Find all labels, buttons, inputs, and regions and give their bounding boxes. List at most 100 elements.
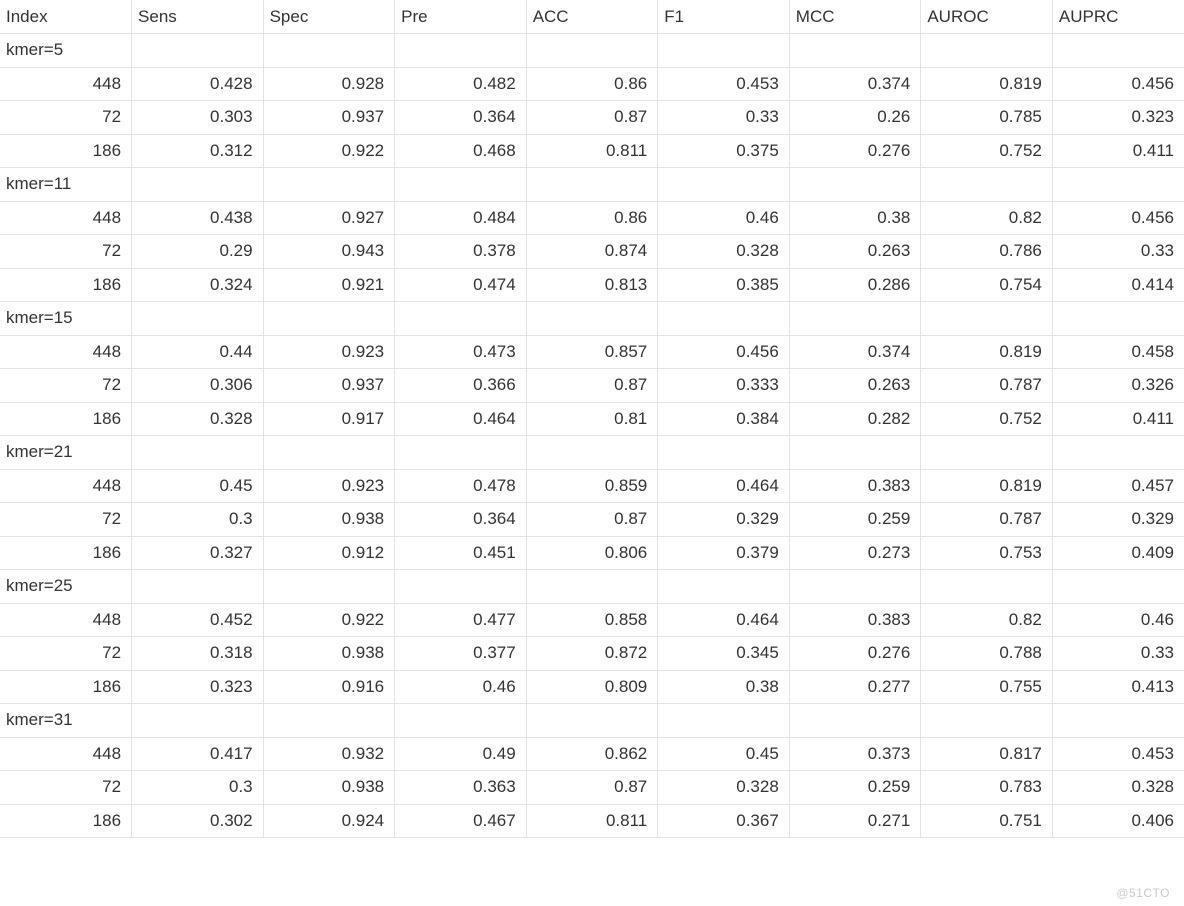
value-cell: 0.482 <box>395 67 527 101</box>
row-index: 448 <box>0 67 132 101</box>
value-cell: 0.862 <box>526 737 658 771</box>
row-index: 186 <box>0 804 132 838</box>
value-cell: 0.755 <box>921 670 1053 704</box>
value-cell: 0.326 <box>1052 369 1184 403</box>
value-cell: 0.364 <box>395 503 527 537</box>
watermark-text: @51CTO <box>1116 886 1170 900</box>
value-cell: 0.452 <box>132 603 264 637</box>
empty-cell <box>132 302 264 336</box>
row-index: 448 <box>0 603 132 637</box>
empty-cell <box>789 34 921 68</box>
value-cell: 0.87 <box>526 101 658 135</box>
value-cell: 0.406 <box>1052 804 1184 838</box>
value-cell: 0.753 <box>921 536 1053 570</box>
value-cell: 0.302 <box>132 804 264 838</box>
value-cell: 0.87 <box>526 503 658 537</box>
table-row: 4480.4380.9270.4840.860.460.380.820.456 <box>0 201 1184 235</box>
value-cell: 0.409 <box>1052 536 1184 570</box>
value-cell: 0.811 <box>526 804 658 838</box>
table-header-row: Index Sens Spec Pre ACC F1 MCC AUROC AUP… <box>0 0 1184 34</box>
value-cell: 0.327 <box>132 536 264 570</box>
empty-cell <box>1052 34 1184 68</box>
value-cell: 0.928 <box>263 67 395 101</box>
value-cell: 0.363 <box>395 771 527 805</box>
value-cell: 0.473 <box>395 335 527 369</box>
col-header-auroc: AUROC <box>921 0 1053 34</box>
empty-cell <box>1052 302 1184 336</box>
value-cell: 0.464 <box>658 469 790 503</box>
table-row: 1860.3280.9170.4640.810.3840.2820.7520.4… <box>0 402 1184 436</box>
empty-cell <box>526 704 658 738</box>
value-cell: 0.457 <box>1052 469 1184 503</box>
value-cell: 0.383 <box>789 603 921 637</box>
row-index: 448 <box>0 201 132 235</box>
value-cell: 0.45 <box>132 469 264 503</box>
empty-cell <box>921 302 1053 336</box>
empty-cell <box>263 570 395 604</box>
value-cell: 0.923 <box>263 469 395 503</box>
row-index: 72 <box>0 771 132 805</box>
value-cell: 0.324 <box>132 268 264 302</box>
value-cell: 0.464 <box>395 402 527 436</box>
empty-cell <box>132 34 264 68</box>
group-row: kmer=25 <box>0 570 1184 604</box>
value-cell: 0.857 <box>526 335 658 369</box>
row-index: 72 <box>0 637 132 671</box>
empty-cell <box>263 168 395 202</box>
empty-cell <box>921 704 1053 738</box>
group-label: kmer=15 <box>0 302 132 336</box>
value-cell: 0.467 <box>395 804 527 838</box>
value-cell: 0.872 <box>526 637 658 671</box>
value-cell: 0.456 <box>658 335 790 369</box>
value-cell: 0.912 <box>263 536 395 570</box>
value-cell: 0.921 <box>263 268 395 302</box>
empty-cell <box>395 168 527 202</box>
value-cell: 0.788 <box>921 637 1053 671</box>
value-cell: 0.328 <box>1052 771 1184 805</box>
value-cell: 0.752 <box>921 402 1053 436</box>
value-cell: 0.45 <box>658 737 790 771</box>
empty-cell <box>1052 570 1184 604</box>
value-cell: 0.38 <box>658 670 790 704</box>
value-cell: 0.263 <box>789 235 921 269</box>
value-cell: 0.924 <box>263 804 395 838</box>
value-cell: 0.312 <box>132 134 264 168</box>
empty-cell <box>263 302 395 336</box>
value-cell: 0.328 <box>658 235 790 269</box>
value-cell: 0.453 <box>1052 737 1184 771</box>
value-cell: 0.811 <box>526 134 658 168</box>
value-cell: 0.428 <box>132 67 264 101</box>
value-cell: 0.276 <box>789 637 921 671</box>
empty-cell <box>526 302 658 336</box>
value-cell: 0.859 <box>526 469 658 503</box>
empty-cell <box>658 436 790 470</box>
value-cell: 0.26 <box>789 101 921 135</box>
empty-cell <box>658 704 790 738</box>
value-cell: 0.374 <box>789 335 921 369</box>
value-cell: 0.33 <box>1052 235 1184 269</box>
empty-cell <box>526 570 658 604</box>
empty-cell <box>921 34 1053 68</box>
empty-cell <box>132 704 264 738</box>
table-row: 4480.4280.9280.4820.860.4530.3740.8190.4… <box>0 67 1184 101</box>
empty-cell <box>1052 168 1184 202</box>
value-cell: 0.819 <box>921 469 1053 503</box>
value-cell: 0.29 <box>132 235 264 269</box>
empty-cell <box>263 34 395 68</box>
group-row: kmer=31 <box>0 704 1184 738</box>
value-cell: 0.259 <box>789 503 921 537</box>
value-cell: 0.82 <box>921 603 1053 637</box>
empty-cell <box>1052 436 1184 470</box>
value-cell: 0.917 <box>263 402 395 436</box>
value-cell: 0.81 <box>526 402 658 436</box>
empty-cell <box>789 704 921 738</box>
value-cell: 0.377 <box>395 637 527 671</box>
table-row: 4480.450.9230.4780.8590.4640.3830.8190.4… <box>0 469 1184 503</box>
value-cell: 0.366 <box>395 369 527 403</box>
value-cell: 0.451 <box>395 536 527 570</box>
table-row: 720.3180.9380.3770.8720.3450.2760.7880.3… <box>0 637 1184 671</box>
table-row: 1860.3020.9240.4670.8110.3670.2710.7510.… <box>0 804 1184 838</box>
row-index: 72 <box>0 503 132 537</box>
table-row: 1860.3270.9120.4510.8060.3790.2730.7530.… <box>0 536 1184 570</box>
value-cell: 0.271 <box>789 804 921 838</box>
